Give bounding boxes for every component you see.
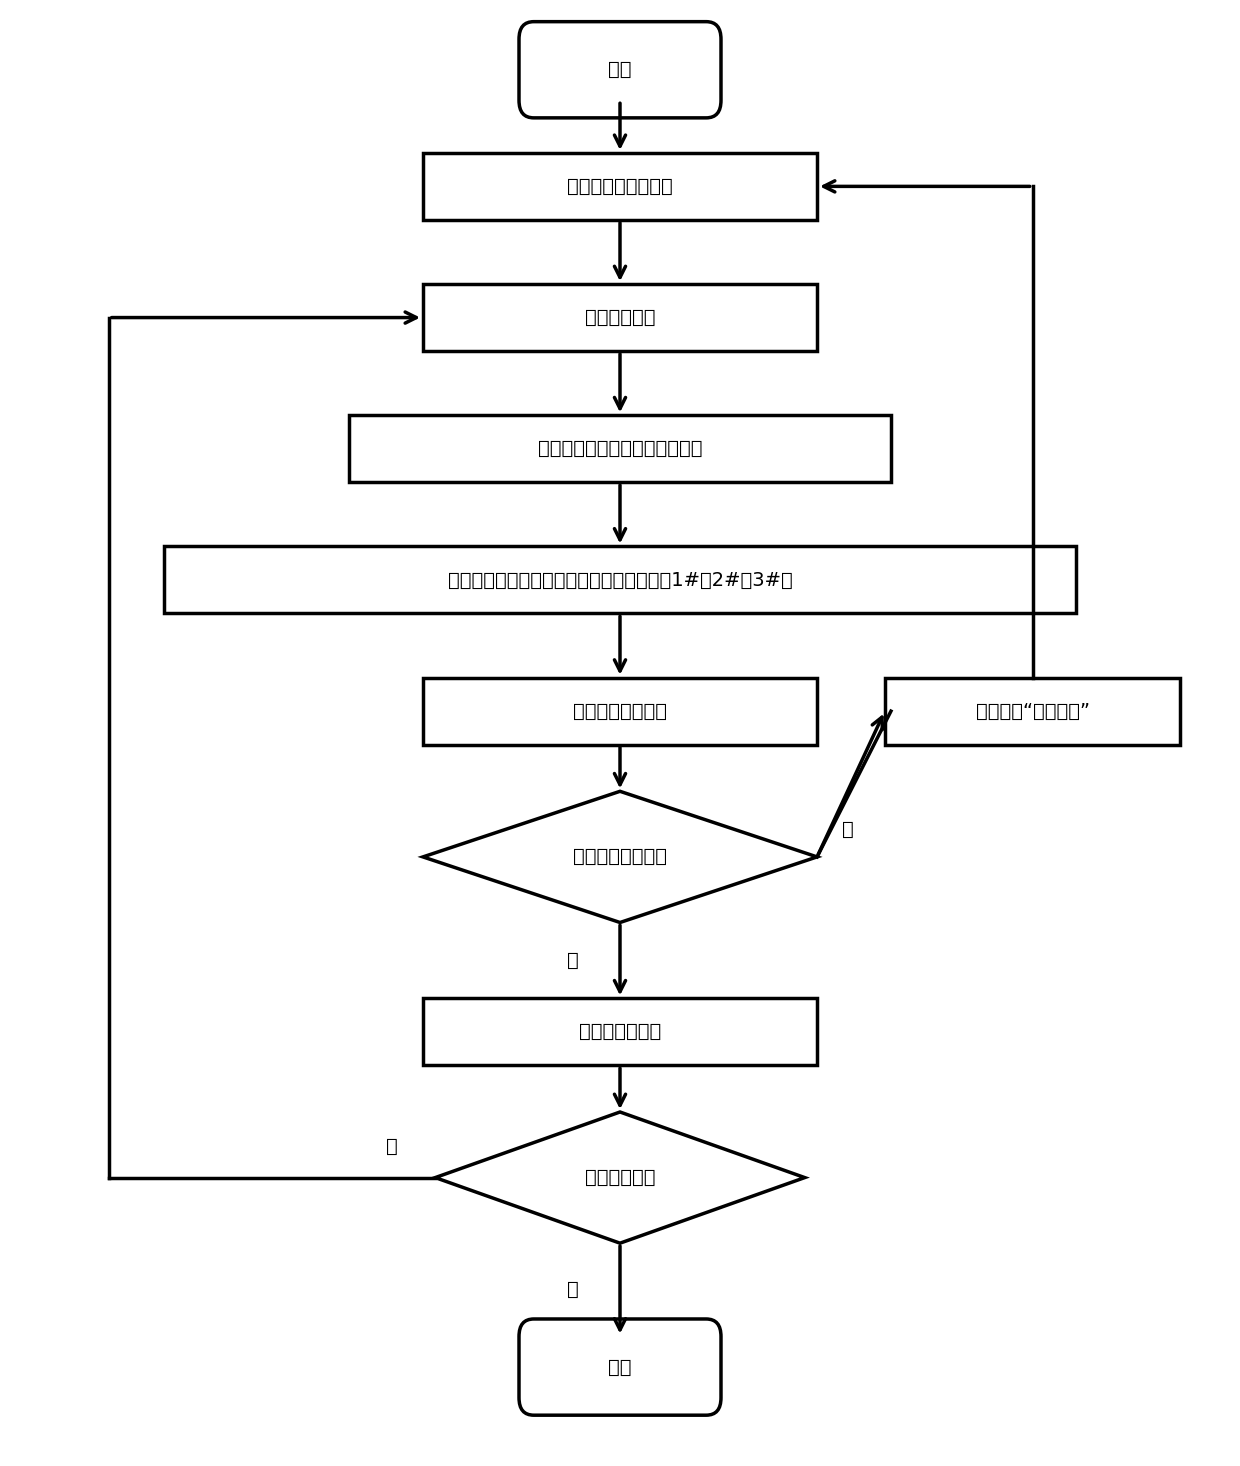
FancyBboxPatch shape (520, 22, 720, 117)
Bar (423, 998, 817, 1066)
Bar (423, 284, 817, 350)
Text: 检测出不同颜色线: 检测出不同颜色线 (573, 702, 667, 721)
Bar (423, 677, 817, 745)
Text: 否: 否 (568, 1280, 579, 1299)
Text: 单帧零件图像: 单帧零件图像 (585, 308, 655, 327)
Text: 否: 否 (842, 821, 853, 840)
Text: 警报提醒“无法装配”: 警报提醒“无法装配” (976, 702, 1090, 721)
Text: 是: 是 (387, 1136, 398, 1155)
Bar (164, 547, 1076, 613)
FancyBboxPatch shape (520, 1319, 720, 1415)
Text: 工业机器人装配: 工业机器人装配 (579, 1022, 661, 1041)
Bar (885, 677, 1180, 745)
Text: 开始: 开始 (609, 60, 631, 79)
Polygon shape (423, 792, 817, 922)
Text: 判断线序是否正确: 判断线序是否正确 (573, 847, 667, 866)
Text: 是否继续监测: 是否继续监测 (585, 1168, 655, 1187)
Polygon shape (435, 1113, 805, 1243)
Text: 结束: 结束 (609, 1358, 631, 1377)
Bar (348, 415, 892, 482)
Text: 基于卷积神经网络实时零件识别: 基于卷积神经网络实时零件识别 (538, 440, 702, 459)
Text: 是: 是 (568, 951, 579, 970)
Text: 高精度工业摄像装置: 高精度工业摄像装置 (567, 177, 673, 196)
Text: 检测处线头插孔底座的边框和三个插线孔（1#、2#、3#）: 检测处线头插孔底座的边框和三个插线孔（1#、2#、3#） (448, 570, 792, 589)
Bar (423, 152, 817, 220)
